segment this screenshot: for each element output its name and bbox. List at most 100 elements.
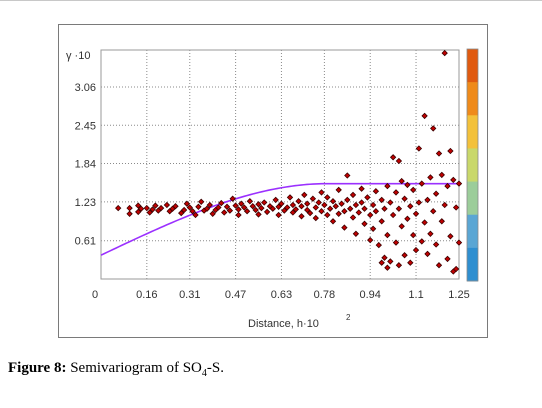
data-point — [412, 210, 420, 217]
grid-layer — [101, 50, 459, 279]
x-tick-label: 0.63 — [271, 289, 292, 301]
data-point — [358, 185, 365, 192]
data-point — [361, 205, 368, 212]
data-point — [115, 204, 122, 212]
data-point — [126, 210, 133, 217]
data-point — [135, 202, 142, 209]
data-point — [206, 201, 213, 209]
data-point — [455, 180, 463, 187]
data-point — [149, 206, 156, 213]
data-point — [275, 203, 282, 210]
data-point — [318, 189, 325, 196]
model-curve-layer — [100, 182, 459, 256]
data-point — [344, 172, 351, 179]
data-point — [418, 180, 425, 187]
data-point — [361, 220, 368, 227]
data-point — [384, 182, 391, 190]
data-point — [146, 209, 153, 216]
data-point — [421, 112, 428, 120]
data-point — [163, 201, 171, 209]
x-axis-label: Distance, h·10 — [248, 318, 319, 330]
top-divider — [0, 0, 542, 1]
data-point — [364, 194, 371, 201]
data-point — [418, 238, 425, 245]
data-point — [209, 210, 216, 217]
data-point — [304, 206, 311, 214]
data-point — [272, 196, 279, 204]
data-point — [392, 189, 400, 196]
data-point — [450, 176, 457, 184]
colorbar-segment — [467, 181, 478, 216]
data-point — [412, 246, 420, 254]
data-point — [421, 219, 428, 226]
colorbar-segment — [467, 247, 478, 282]
data-point — [349, 191, 357, 199]
data-point — [324, 211, 331, 219]
data-point — [395, 262, 403, 269]
x-axis-label-exponent: 2 — [346, 313, 351, 322]
data-point — [438, 171, 445, 179]
data-point — [249, 203, 256, 210]
chart-panel — [58, 24, 488, 338]
data-point — [367, 236, 374, 244]
data-point — [384, 231, 391, 239]
data-point — [438, 218, 445, 225]
data-point — [269, 205, 276, 212]
data-point — [378, 259, 385, 266]
data-point — [441, 49, 448, 57]
data-point — [378, 218, 385, 225]
data-point — [410, 186, 417, 194]
data-point — [332, 203, 339, 210]
data-point — [372, 208, 380, 215]
data-point — [321, 201, 328, 209]
data-point — [335, 186, 342, 194]
colorbar-segment — [467, 115, 478, 149]
data-point — [367, 211, 374, 219]
data-point — [243, 208, 251, 215]
data-point — [384, 264, 391, 271]
data-point — [387, 258, 394, 265]
data-point — [407, 203, 414, 210]
data-point — [358, 199, 365, 206]
y-tick-label: 1.23 — [75, 197, 96, 209]
data-point — [281, 207, 288, 214]
axis-label-layer: 0 0.16 0.31 0.47 0.63 0.78 0.94 1.1 1.25 0.61 1.23… — [66, 50, 470, 330]
data-point — [378, 196, 385, 204]
data-point — [157, 204, 165, 212]
data-point — [352, 230, 360, 237]
data-point — [183, 200, 191, 207]
data-point — [424, 250, 431, 258]
data-point — [172, 203, 179, 210]
data-point — [444, 255, 451, 263]
caption-text-end: -S. — [206, 360, 224, 376]
colorbar-frame — [466, 48, 479, 282]
data-point — [284, 204, 291, 211]
data-point — [215, 204, 222, 211]
data-point — [447, 233, 454, 240]
data-point — [381, 254, 388, 261]
data-point — [221, 209, 228, 216]
data-point — [435, 150, 443, 157]
data-point — [455, 239, 463, 246]
data-point — [126, 204, 133, 212]
data-point — [289, 209, 297, 216]
data-point — [232, 202, 239, 209]
data-point — [415, 199, 423, 206]
colorbar-segment — [467, 82, 478, 116]
data-point — [352, 201, 360, 209]
data-point — [372, 188, 380, 195]
data-point — [306, 209, 314, 217]
data-point — [178, 209, 185, 217]
y-tick-label: 0.61 — [75, 236, 96, 248]
data-point — [255, 211, 262, 218]
data-point — [246, 198, 254, 205]
data-point — [407, 259, 414, 266]
plot-frame — [100, 49, 460, 280]
y-tick-label: 1.84 — [75, 159, 96, 171]
data-point — [395, 157, 403, 165]
x-tick-label: 0.47 — [225, 289, 246, 301]
data-point — [398, 177, 405, 185]
data-point — [289, 201, 297, 209]
data-point — [401, 195, 408, 202]
data-point — [335, 210, 342, 217]
